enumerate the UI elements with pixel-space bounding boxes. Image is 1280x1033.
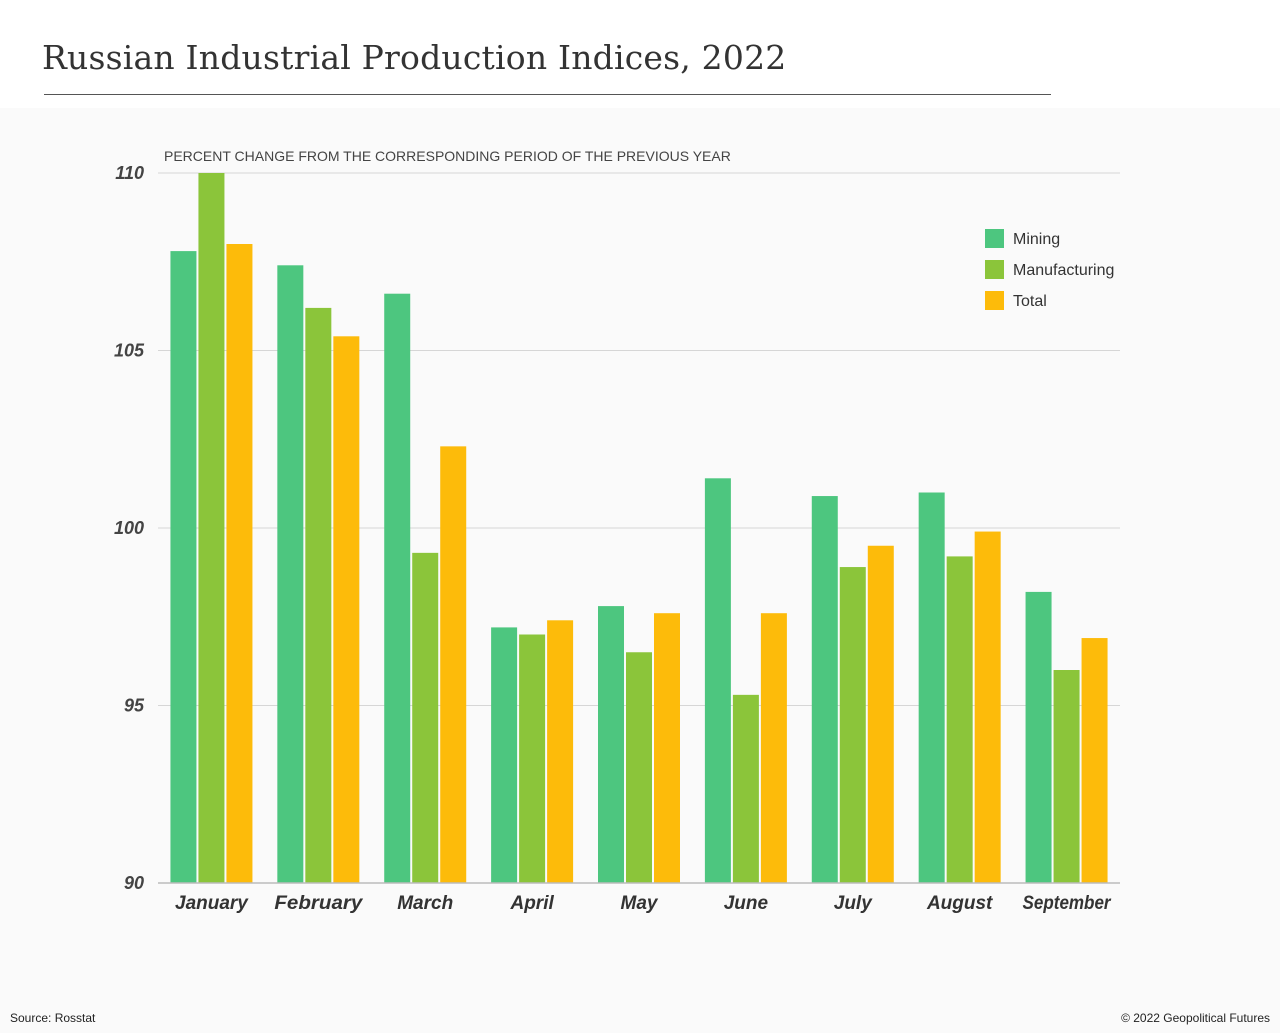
y-tick-label: 110	[115, 163, 144, 183]
bar-total-july	[867, 545, 894, 883]
bar-manufacturing-may	[626, 652, 652, 883]
legend-label: Mining	[1013, 231, 1060, 248]
legend: Mining Manufacturing Total	[985, 229, 1114, 310]
bar-total-june	[760, 613, 787, 883]
legend-swatch	[985, 291, 1004, 310]
axes: 90 95 100 105 110 January February March April Ma…	[114, 163, 1120, 914]
bar-mining-april	[491, 627, 518, 883]
bar-manufacturing-february	[305, 307, 332, 883]
bar-mining-july	[811, 496, 838, 883]
x-tick-label: February	[274, 893, 364, 914]
bar-manufacturing-april	[519, 634, 546, 883]
bar-manufacturing-january	[198, 173, 225, 883]
x-tick-label: April	[509, 893, 554, 914]
y-tick-label: 105	[114, 341, 145, 361]
y-tick-label: 95	[124, 696, 145, 716]
chart-subtitle: PERCENT CHANGE FROM THE CORRESPONDING PE…	[164, 148, 731, 164]
x-tick-label: June	[724, 893, 769, 914]
source-note: Source: Rosstat	[10, 1011, 96, 1025]
bar-manufacturing-march	[412, 552, 439, 883]
bar-mining-january	[170, 251, 197, 884]
bar-mining-february	[277, 265, 304, 883]
y-tick-label: 90	[124, 873, 144, 893]
bar-mining-march	[384, 293, 411, 883]
x-tick-label: July	[834, 893, 873, 914]
bar-mining-june	[704, 478, 731, 883]
bar-total-april	[547, 620, 574, 883]
bar-total-august	[974, 531, 1001, 883]
bar-total-may	[654, 613, 680, 883]
bar-total-january	[226, 244, 253, 883]
x-tick-label: January	[175, 893, 249, 914]
bar-manufacturing-september	[1053, 670, 1080, 883]
bar-manufacturing-july	[839, 567, 866, 883]
chart-title: Russian Industrial Production Indices, 2…	[42, 38, 787, 77]
bar-mining-september	[1025, 591, 1052, 883]
bar-manufacturing-august	[946, 556, 973, 883]
x-tick-label: March	[397, 893, 453, 914]
bar-mining-august	[918, 492, 945, 883]
legend-swatch	[985, 229, 1004, 248]
x-tick-label: September	[1023, 893, 1112, 914]
bar-total-march	[440, 446, 467, 883]
legend-label: Manufacturing	[1013, 262, 1114, 279]
copyright-note: © 2022 Geopolitical Futures	[1121, 1011, 1270, 1025]
title-divider	[44, 94, 1051, 95]
bar-mining-may	[598, 606, 624, 883]
bar-manufacturing-june	[732, 694, 759, 883]
x-tick-label: August	[926, 893, 993, 914]
bars	[170, 173, 1108, 884]
bar-total-september	[1081, 638, 1108, 883]
bar-total-february	[333, 336, 360, 883]
legend-label: Total	[1013, 293, 1047, 310]
y-tick-label: 100	[114, 518, 144, 538]
x-tick-label: May	[621, 893, 659, 914]
legend-swatch	[985, 260, 1004, 279]
